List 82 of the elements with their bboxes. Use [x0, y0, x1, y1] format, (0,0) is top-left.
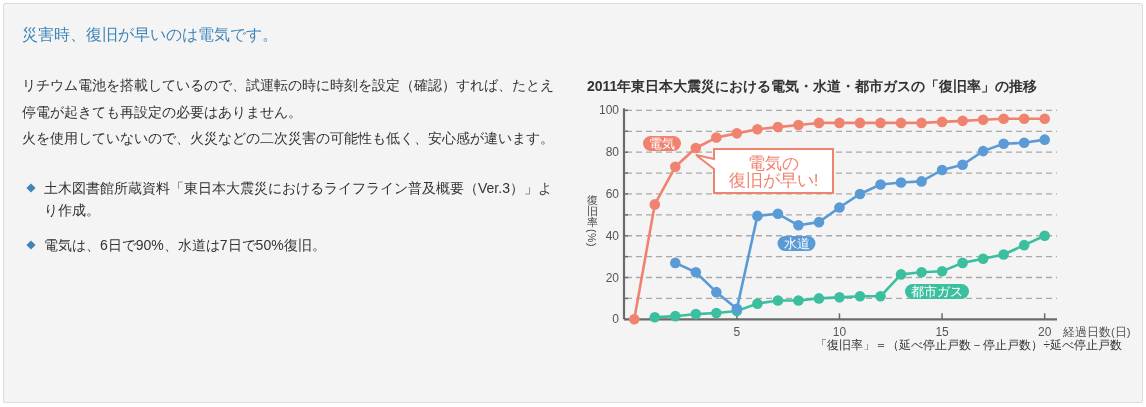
series-label: 電気 [649, 137, 675, 151]
point [998, 113, 1009, 125]
point [834, 202, 845, 213]
point [895, 117, 907, 129]
point [895, 177, 907, 188]
y-tick-label: 100 [598, 103, 620, 118]
point [711, 286, 722, 298]
point [670, 310, 681, 322]
annotation: 復旧が早い! [728, 170, 819, 190]
point [1018, 239, 1030, 251]
point [895, 269, 907, 280]
point [772, 121, 784, 133]
x-tick-label: 20 [1038, 324, 1052, 339]
y-tick-label: 80 [605, 145, 620, 160]
point [916, 267, 927, 278]
point [916, 117, 927, 129]
point [793, 119, 804, 131]
y-tick-label: 40 [605, 228, 620, 243]
point [936, 265, 948, 277]
point [957, 257, 968, 269]
y-tick-label: 60 [605, 186, 620, 201]
point [772, 208, 784, 220]
point [1018, 137, 1030, 149]
point [875, 291, 886, 302]
point [628, 314, 640, 325]
point [772, 295, 784, 306]
y-axis-title: 復旧率(%) [586, 194, 599, 247]
point [752, 298, 763, 309]
annotation: 電気の [748, 153, 799, 173]
point [957, 159, 968, 171]
x-tick-label: 10 [832, 324, 847, 339]
point [936, 164, 948, 176]
point [690, 308, 702, 320]
point [813, 293, 825, 304]
text: 災害時、復旧が早いのは電気です。 [22, 25, 278, 45]
point [793, 295, 804, 306]
point [690, 142, 702, 154]
text: 火を使用していないので、火災などの二次災害の可能性も低く、安心感が違います。 [22, 129, 555, 148]
point [752, 123, 763, 135]
point [834, 117, 845, 129]
point [916, 176, 927, 187]
chart-subtitle: 2011年東日本大震災における電気・水道・都市ガスの「復旧率」の推移 [587, 78, 1038, 94]
point [1018, 113, 1030, 125]
point [1039, 230, 1050, 242]
x-tick-label: 15 [935, 324, 950, 339]
text: 「復旧率」＝（延べ停止戸数－停止戸数）÷延べ停止戸数 [815, 338, 1122, 352]
text: 電気は、6日で90%、水道は7日で50%復旧。 [44, 236, 327, 255]
point [875, 179, 886, 190]
point [813, 117, 825, 129]
point [752, 210, 763, 222]
point [1039, 113, 1050, 125]
y-tick-label: 0 [612, 312, 620, 327]
text: リチウム電池を搭載しているので、試運転の時に時刻を設定（確認）すれば、たとえ停電が起きても再設定の必要はありません。 [22, 76, 555, 122]
series-label: 都市ガス [911, 285, 963, 299]
point [998, 138, 1009, 150]
point [670, 257, 681, 269]
point [977, 253, 989, 265]
point [793, 219, 804, 231]
point [936, 116, 948, 128]
point [854, 117, 866, 129]
series-label: 水道 [783, 237, 810, 251]
point [977, 114, 989, 126]
point [690, 267, 702, 278]
point [670, 161, 681, 173]
point [649, 311, 661, 323]
x-axis-title: 経過日数(日) [1062, 325, 1131, 338]
point [731, 128, 743, 139]
point [1039, 134, 1050, 145]
text: 土木図書館所蔵資料「東日本大震災におけるライフライン普及概要（Ver.3）」より作成。 [44, 179, 553, 220]
point [854, 291, 866, 302]
point [813, 216, 825, 228]
y-tick-label: 20 [605, 270, 620, 285]
point [854, 188, 866, 200]
point [711, 307, 722, 319]
point [998, 249, 1009, 260]
x-tick-label: 5 [733, 324, 741, 339]
point [957, 115, 968, 127]
point [834, 292, 845, 303]
point [649, 199, 661, 210]
point [711, 132, 722, 143]
point [875, 117, 886, 129]
point [977, 145, 989, 157]
